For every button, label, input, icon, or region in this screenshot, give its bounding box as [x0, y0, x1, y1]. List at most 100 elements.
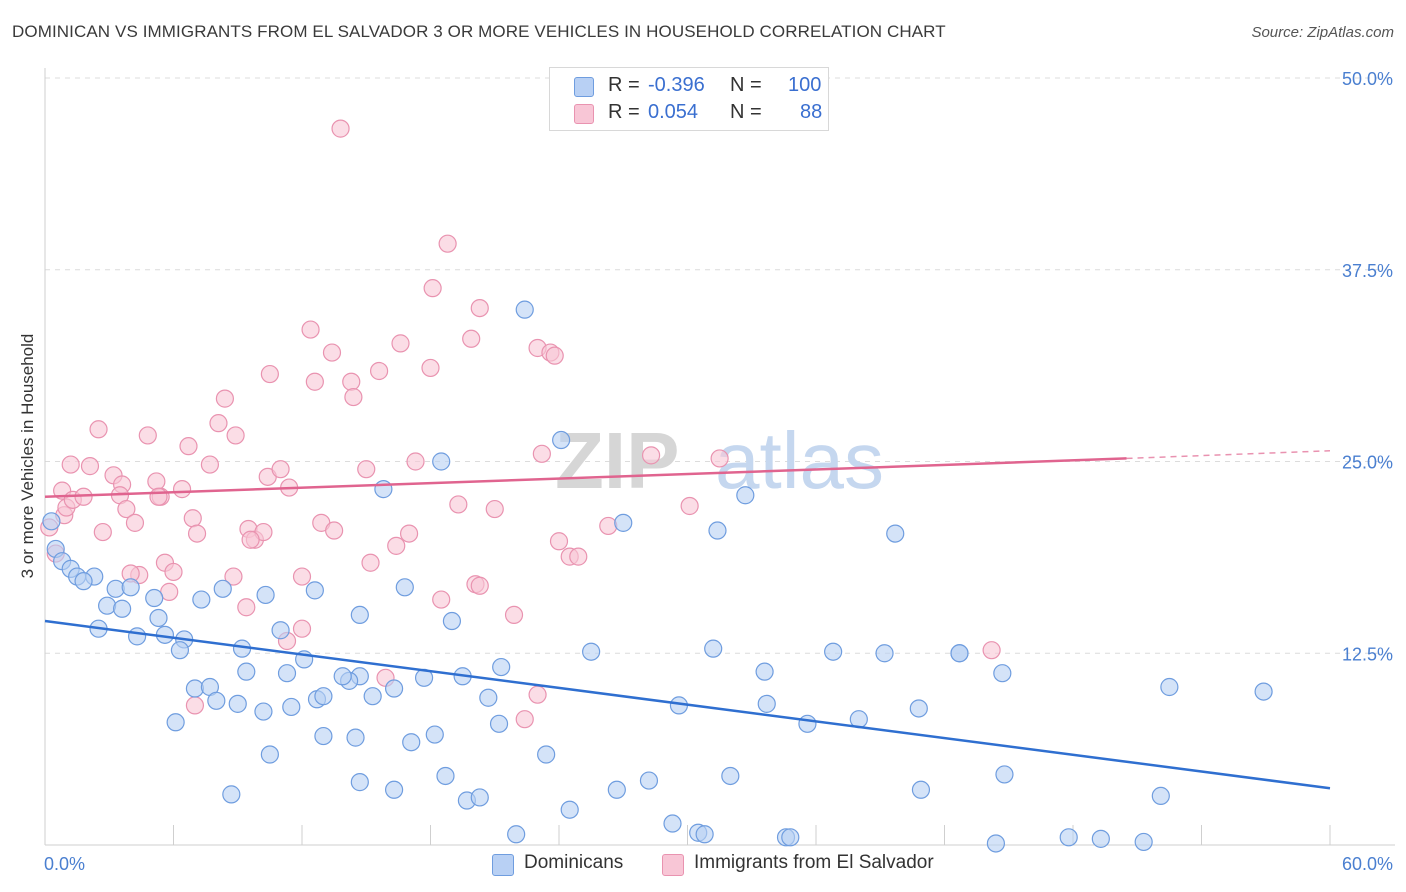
- scatter-point: [185, 679, 205, 698]
- scatter-point: [226, 426, 245, 445]
- scatter-point: [301, 320, 320, 339]
- trend-line-dominicans: [44, 619, 1331, 790]
- scatter-point: [42, 512, 61, 531]
- scatter-point: [117, 499, 136, 519]
- scatter-point: [387, 536, 406, 555]
- scatter-point: [442, 611, 462, 631]
- scatter-point: [438, 234, 457, 253]
- scatter-point: [179, 437, 198, 456]
- scatter-point: [237, 662, 256, 681]
- scatter-point: [147, 472, 166, 491]
- scatter-point: [342, 372, 361, 391]
- scatter-point: [781, 828, 800, 847]
- scatter-point: [432, 590, 451, 609]
- watermark-zip: ZIP: [555, 416, 679, 505]
- scatter-point: [986, 834, 1006, 853]
- scatter-point: [560, 800, 579, 819]
- scatter-point: [149, 608, 168, 628]
- scatter-point: [423, 279, 442, 298]
- scatter-point: [515, 710, 534, 729]
- scatter-point: [213, 579, 232, 598]
- scatter-point: [755, 662, 774, 681]
- legend-r-label: R =: [608, 74, 640, 96]
- scatter-point: [549, 532, 569, 551]
- scatter-point: [515, 300, 534, 319]
- scatter-point: [185, 696, 205, 715]
- scatter-point: [207, 691, 226, 710]
- scatter-point: [995, 765, 1014, 784]
- scatter-point: [492, 657, 511, 677]
- scatter-point: [507, 825, 526, 844]
- scatter-point: [260, 745, 279, 764]
- scatter-point: [384, 679, 404, 698]
- scatter-point: [363, 687, 382, 706]
- series-dominicans-points: [42, 300, 1273, 853]
- scatter-point: [322, 343, 342, 362]
- scatter-point: [314, 726, 333, 746]
- y-tick-label: 50.0%: [1342, 69, 1393, 89]
- scatter-point: [183, 509, 202, 528]
- scatter-point: [982, 641, 1001, 660]
- scatter-point: [1160, 677, 1179, 697]
- scatter-point: [824, 642, 843, 661]
- legend-n-label: N =: [730, 74, 762, 96]
- scatter-point: [470, 576, 489, 595]
- scatter-point: [106, 579, 125, 598]
- trend-line-el-salvador: [44, 457, 1127, 499]
- scatter-point: [215, 389, 234, 408]
- scatter-point: [402, 733, 421, 752]
- scatter-point: [406, 452, 425, 471]
- scatter-point: [704, 639, 723, 658]
- scatter-point: [680, 496, 699, 516]
- scatter-point: [1151, 786, 1170, 806]
- legend-swatch-blue: [574, 77, 594, 97]
- y-tick-labels: 12.5% 25.0% 37.5% 50.0%: [1342, 69, 1393, 664]
- bottom-legend-swatch-blue: [492, 854, 514, 876]
- legend-n-value: 88: [800, 101, 823, 123]
- x-tick-labels: 0.0% 60.0%: [44, 854, 1393, 874]
- scatter-point: [886, 524, 905, 543]
- scatter-point: [271, 460, 290, 479]
- scatter-point: [504, 605, 524, 625]
- scatter-point: [663, 814, 682, 833]
- legend-r-label: R =: [608, 101, 640, 123]
- scatter-point: [911, 780, 931, 799]
- scatter-point: [552, 430, 571, 450]
- y-axis-label: 3 or more Vehicles in Household: [18, 334, 37, 579]
- scatter-point: [325, 521, 344, 540]
- scatter-point: [432, 452, 451, 471]
- scatter-point: [537, 745, 556, 764]
- scatter-point: [74, 572, 93, 591]
- trend-lines: [44, 450, 1331, 790]
- bottom-legend-label: Dominicans: [524, 852, 624, 873]
- legend-r-value: -0.396: [648, 74, 705, 96]
- source-label: Source: ZipAtlas.com: [1251, 24, 1394, 41]
- scatter-point: [282, 697, 301, 717]
- scatter-point: [582, 642, 601, 661]
- scatter-point: [374, 480, 393, 499]
- legend-r-value: 0.054: [648, 101, 699, 123]
- scatter-point: [331, 119, 350, 138]
- scatter-point: [641, 446, 661, 465]
- scatter-point: [305, 581, 324, 600]
- scatter-point: [489, 714, 509, 733]
- scatter-point: [256, 585, 275, 605]
- scatter-point: [292, 567, 312, 586]
- scatter-point: [1254, 682, 1273, 701]
- scatter-point: [708, 521, 727, 540]
- scatter-point: [361, 553, 380, 572]
- scatter-point: [80, 457, 100, 476]
- scatter-point: [421, 358, 440, 378]
- scatter-point: [395, 578, 414, 597]
- scatter-point: [569, 547, 588, 566]
- x-tick-label: 60.0%: [1342, 854, 1393, 874]
- bottom-legend-swatch-pink: [662, 854, 684, 876]
- scatter-point: [425, 725, 444, 744]
- scatter-point: [528, 685, 547, 704]
- scatter-point: [277, 664, 297, 683]
- scatter-point: [462, 329, 481, 348]
- scatter-point: [449, 495, 468, 514]
- scatter-point: [545, 346, 564, 365]
- scatter-point: [470, 788, 489, 807]
